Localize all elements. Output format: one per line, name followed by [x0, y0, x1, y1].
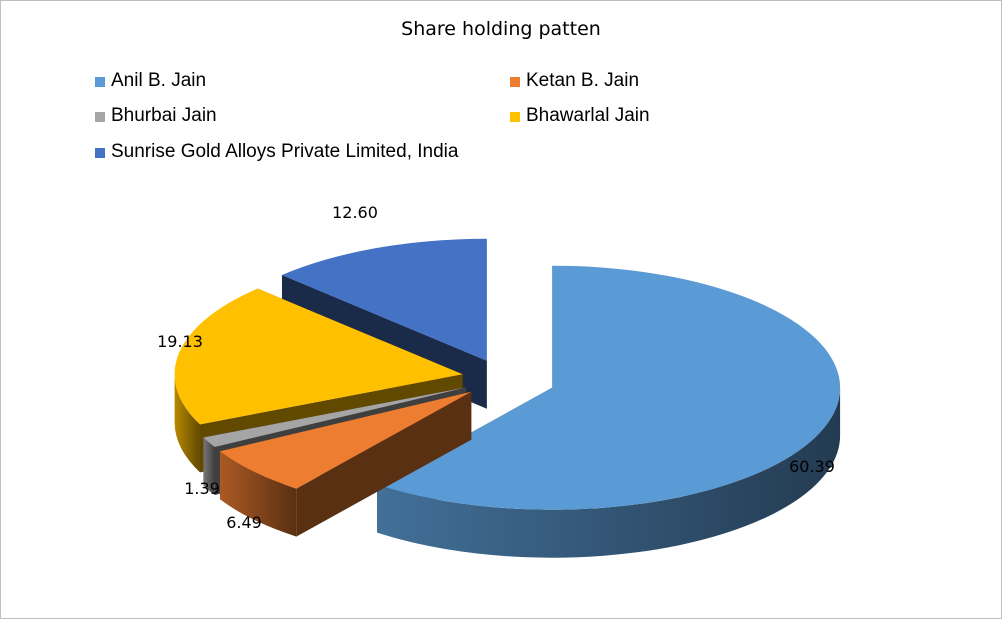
data-label: 60.39	[789, 457, 835, 476]
legend-label: Bhawarlal Jain	[526, 105, 650, 126]
legend-swatch	[510, 112, 520, 122]
pie-slice	[377, 265, 841, 558]
slice-top	[281, 238, 487, 361]
legend-label: Bhurbai Jain	[111, 105, 217, 126]
data-label: 1.39	[184, 479, 220, 498]
data-label: 19.13	[157, 332, 203, 351]
data-label: 12.60	[332, 203, 378, 222]
slice-top	[203, 387, 467, 447]
legend-swatch	[95, 77, 105, 87]
chart-title: Share holding patten	[401, 18, 601, 40]
legend-label: Sunrise Gold Alloys Private Limited, Ind…	[111, 141, 459, 162]
slice-rim	[219, 451, 297, 537]
slice-rim	[203, 437, 215, 495]
slice-top	[219, 391, 472, 489]
slice-rim	[377, 387, 841, 558]
pie-slice	[219, 391, 472, 537]
legend-swatch	[95, 148, 105, 158]
slice-rim	[174, 374, 200, 473]
legend-swatch	[95, 112, 105, 122]
legend-label: Anil B. Jain	[111, 70, 207, 91]
legend-swatch	[510, 77, 520, 87]
slice-top	[377, 265, 841, 510]
slice-top	[174, 288, 463, 425]
data-label: 6.49	[226, 513, 262, 532]
legend-label: Ketan B. Jain	[526, 70, 640, 91]
